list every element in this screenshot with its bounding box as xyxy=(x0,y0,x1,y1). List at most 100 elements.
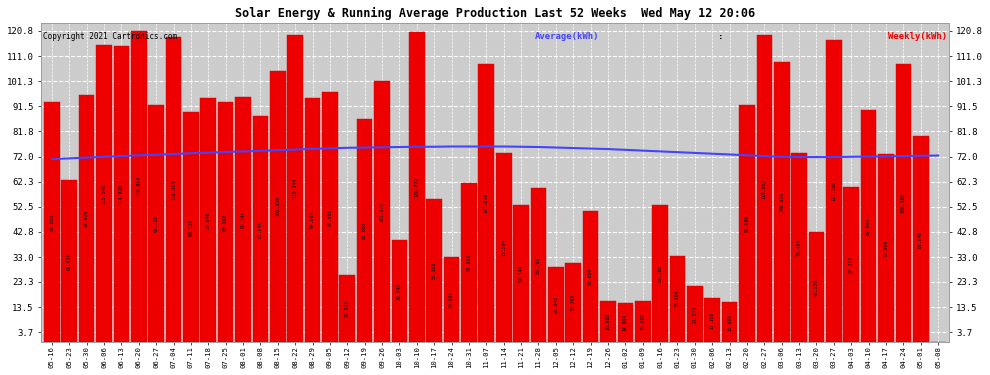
Text: 25.932: 25.932 xyxy=(345,300,349,317)
Bar xyxy=(114,46,130,342)
Text: Copyright 2021 Cartronics.com: Copyright 2021 Cartronics.com xyxy=(44,32,177,41)
Text: 93.168: 93.168 xyxy=(223,213,228,231)
Text: 108.616: 108.616 xyxy=(779,192,784,212)
Bar xyxy=(45,102,59,342)
Text: 17.180: 17.180 xyxy=(710,311,715,328)
Text: 15.600: 15.600 xyxy=(727,313,732,330)
Text: 39.548: 39.548 xyxy=(397,282,402,300)
Text: 94.864: 94.864 xyxy=(310,211,315,228)
Bar xyxy=(165,37,181,342)
Text: 60.232: 60.232 xyxy=(848,256,853,273)
Bar xyxy=(513,205,529,342)
Text: 119.244: 119.244 xyxy=(293,178,298,198)
Text: 87.840: 87.840 xyxy=(258,220,263,237)
Bar xyxy=(652,205,668,342)
Text: 42.520: 42.520 xyxy=(814,279,819,296)
Bar xyxy=(669,256,685,342)
Text: 97.000: 97.000 xyxy=(328,209,333,226)
Text: 115.240: 115.240 xyxy=(102,183,107,204)
Text: 29.048: 29.048 xyxy=(553,296,558,313)
Bar xyxy=(287,35,303,342)
Text: 53.168: 53.168 xyxy=(657,265,662,282)
Bar xyxy=(496,153,512,342)
Bar xyxy=(826,40,842,342)
Bar xyxy=(860,110,876,342)
Text: 50.880: 50.880 xyxy=(588,268,593,285)
Bar xyxy=(478,64,494,342)
Text: 93.008: 93.008 xyxy=(50,214,54,231)
Bar xyxy=(756,35,772,342)
Text: 107.816: 107.816 xyxy=(484,193,489,213)
Bar xyxy=(236,97,250,342)
Text: Weekly(kWh): Weekly(kWh) xyxy=(888,32,946,41)
Text: 114.828: 114.828 xyxy=(119,184,124,204)
Text: 72.908: 72.908 xyxy=(883,240,888,257)
Bar xyxy=(218,102,234,342)
Bar xyxy=(96,45,112,342)
Text: 33.504: 33.504 xyxy=(675,290,680,308)
Text: 118.304: 118.304 xyxy=(171,180,176,200)
Bar xyxy=(878,154,894,342)
Text: 30.768: 30.768 xyxy=(570,294,576,311)
Text: 59.768: 59.768 xyxy=(536,256,541,274)
Text: 61.560: 61.560 xyxy=(466,254,471,272)
Text: 14.984: 14.984 xyxy=(623,314,628,332)
Text: Average(kWh): Average(kWh) xyxy=(535,32,599,41)
Text: 73.504: 73.504 xyxy=(501,239,506,256)
Bar xyxy=(583,211,598,342)
Bar xyxy=(148,105,164,342)
Text: 92.128: 92.128 xyxy=(153,215,158,232)
Bar xyxy=(131,31,147,342)
Bar xyxy=(809,232,825,342)
Bar xyxy=(392,240,407,342)
Bar xyxy=(531,188,546,342)
Bar xyxy=(183,112,199,342)
Text: :: : xyxy=(719,32,729,41)
Bar xyxy=(79,95,94,342)
Text: 80.040: 80.040 xyxy=(919,230,924,248)
Bar xyxy=(687,286,703,342)
Bar xyxy=(61,180,77,342)
Bar xyxy=(548,267,563,342)
Text: 95.920: 95.920 xyxy=(84,210,89,227)
Text: 53.144: 53.144 xyxy=(519,265,524,282)
Bar xyxy=(252,116,268,342)
Bar xyxy=(565,263,581,342)
Bar xyxy=(340,275,355,342)
Text: 21.732: 21.732 xyxy=(692,305,697,322)
Bar xyxy=(427,200,442,342)
Text: 33.004: 33.004 xyxy=(449,291,454,308)
Text: 105.356: 105.356 xyxy=(275,196,280,216)
Bar xyxy=(635,301,650,342)
Text: 62.820: 62.820 xyxy=(66,252,71,270)
Bar xyxy=(843,187,859,342)
Bar xyxy=(322,92,338,342)
Bar xyxy=(896,63,911,342)
Text: 91.996: 91.996 xyxy=(744,215,749,232)
Text: 94.640: 94.640 xyxy=(206,211,211,229)
Bar xyxy=(740,105,754,342)
Bar xyxy=(705,298,720,342)
Bar xyxy=(791,153,807,342)
Bar xyxy=(722,302,738,342)
Text: 120.804: 120.804 xyxy=(137,176,142,197)
Text: 55.388: 55.388 xyxy=(432,262,437,279)
Text: 117.168: 117.168 xyxy=(832,181,837,201)
Bar xyxy=(461,183,477,342)
Bar xyxy=(444,257,459,342)
Text: 86.608: 86.608 xyxy=(362,222,367,239)
Bar xyxy=(600,301,616,342)
Title: Solar Energy & Running Average Production Last 52 Weeks  Wed May 12 20:06: Solar Energy & Running Average Productio… xyxy=(235,7,755,20)
Text: 95.144: 95.144 xyxy=(241,211,246,228)
Text: 89.996: 89.996 xyxy=(866,217,871,235)
Bar xyxy=(374,81,390,342)
Text: 120.272: 120.272 xyxy=(414,177,420,197)
Bar xyxy=(305,98,321,342)
Text: 73.464: 73.464 xyxy=(797,239,802,256)
Bar xyxy=(409,32,425,342)
Bar xyxy=(618,303,634,342)
Text: 108.108: 108.108 xyxy=(901,193,906,213)
Text: 89.120: 89.120 xyxy=(188,219,193,236)
Bar xyxy=(774,62,790,342)
Text: 119.092: 119.092 xyxy=(762,178,767,199)
